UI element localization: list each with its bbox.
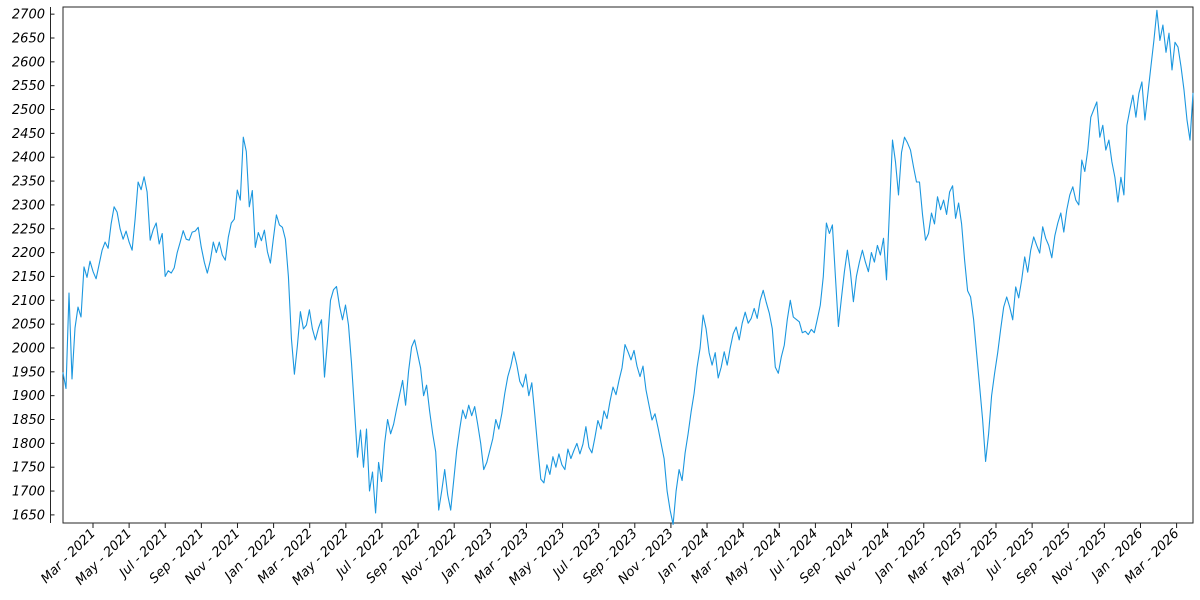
y-tick-label: 2350 [12, 175, 45, 190]
y-tick-label: 1650 [12, 508, 45, 523]
y-tick-label: 2450 [12, 127, 45, 142]
y-tick-label: 2400 [12, 151, 45, 166]
y-tick-label: 2500 [12, 103, 45, 118]
y-tick-label: 2000 [12, 341, 45, 356]
y-tick-label: 2100 [12, 294, 45, 309]
y-tick-label: 2200 [12, 246, 45, 261]
y-tick-label: 2600 [12, 55, 45, 70]
y-tick-label: 2050 [12, 318, 45, 333]
y-tick-label: 2700 [12, 8, 45, 23]
y-tick-label: 2650 [12, 31, 45, 46]
y-tick-label: 1850 [12, 413, 45, 428]
y-tick-label: 2300 [12, 198, 45, 213]
plot-border [62, 6, 1194, 524]
price-line-series [62, 9, 1194, 525]
y-tick-label: 1700 [12, 485, 45, 500]
y-tick-label: 1800 [12, 437, 45, 452]
y-tick-label: 2250 [12, 222, 45, 237]
y-tick-label: 1900 [12, 389, 45, 404]
y-tick-label: 1950 [12, 365, 45, 380]
y-tick-label: 2150 [12, 270, 45, 285]
y-tick-label: 2550 [12, 79, 45, 94]
y-tick-label: 1750 [12, 461, 45, 476]
